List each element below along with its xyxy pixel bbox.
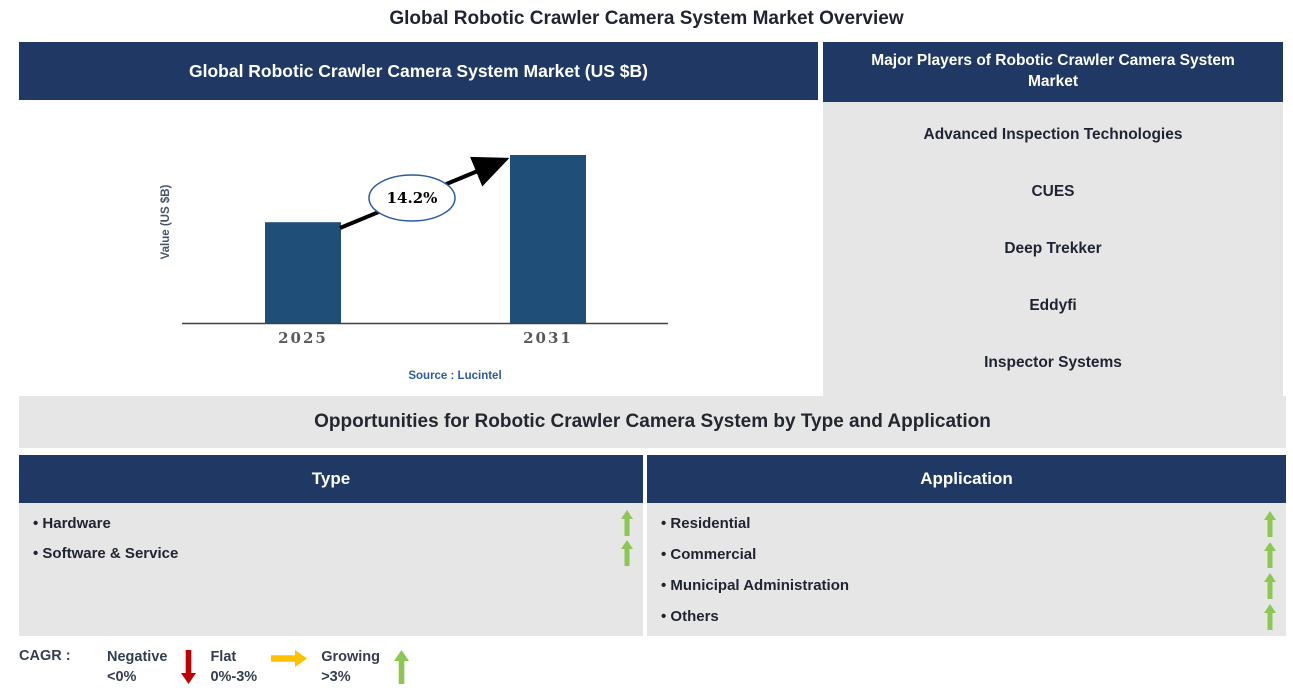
- major-players-title: Major Players of Robotic Crawler Camera …: [871, 52, 1235, 90]
- growing-up-arrow-icon: [621, 540, 633, 566]
- legend-range: >3%: [321, 668, 351, 685]
- market-panel-header: Global Robotic Crawler Camera System Mar…: [19, 42, 818, 100]
- market-size-panel: Global Robotic Crawler Camera System Mar…: [19, 42, 818, 392]
- growing-up-arrow-icon: [1264, 572, 1276, 599]
- legend-name: Negative: [107, 649, 168, 665]
- major-players-panel: Major Players of Robotic Crawler Camera …: [823, 42, 1283, 396]
- major-players-list: Advanced Inspection Technologies CUES De…: [823, 102, 1283, 396]
- growing-up-arrow-icon: [1264, 603, 1276, 630]
- cagr-ellipse: [368, 174, 456, 222]
- bar-2031: [510, 155, 586, 323]
- legend-range: 0%-3%: [210, 668, 258, 685]
- page-title: Global Robotic Crawler Camera System Mar…: [389, 8, 904, 29]
- legend-entry-flat: Flat 0%-3%: [210, 648, 257, 687]
- table-row: Commercial: [647, 539, 1286, 570]
- opportunities-title: Opportunities for Robotic Crawler Camera…: [314, 411, 991, 432]
- player-name: Deep Trekker: [1004, 239, 1102, 257]
- legend-entry-negative: Negative <0%: [107, 648, 167, 687]
- application-row-label: Commercial: [661, 546, 1264, 563]
- type-row-label: Software & Service: [33, 545, 621, 562]
- type-table-header: Type: [19, 455, 643, 503]
- application-row-label: Residential: [661, 515, 1264, 532]
- application-row-label: Municipal Administration: [661, 577, 1264, 594]
- type-table: Type Hardware Software & Service: [19, 455, 643, 636]
- application-table-header: Application: [647, 455, 1286, 503]
- player-name: Inspector Systems: [984, 354, 1122, 372]
- market-bar-chart: 14.2% 2025 2031: [182, 155, 668, 347]
- table-row: Municipal Administration: [647, 570, 1286, 601]
- legend-entry-growing: Growing >3%: [321, 648, 380, 687]
- opportunities-band: Opportunities for Robotic Crawler Camera…: [19, 396, 1286, 448]
- flat-right-arrow-icon: [271, 650, 308, 672]
- table-row: Others: [647, 601, 1286, 632]
- major-players-header: Major Players of Robotic Crawler Camera …: [823, 42, 1283, 102]
- growing-up-arrow-icon: [621, 510, 633, 536]
- player-name: Eddyfi: [1029, 297, 1077, 315]
- application-table: Application Residential Commercial Munic…: [647, 455, 1286, 636]
- bar-2025: [265, 222, 341, 323]
- cagr-value: 14.2%: [387, 189, 438, 207]
- legend-name: Flat: [210, 649, 237, 665]
- market-panel-title: Global Robotic Crawler Camera System Mar…: [188, 60, 649, 81]
- x-tick-2031: 2031: [523, 329, 573, 347]
- bar-chart-area: Value (US $B) 14.2% 2025 2031 Source : L…: [19, 100, 818, 392]
- x-tick-2025: 2025: [278, 329, 328, 347]
- growing-up-arrow-icon: [1264, 510, 1276, 537]
- application-table-title: Application: [920, 469, 1013, 488]
- growing-up-arrow-icon: [1264, 541, 1276, 568]
- application-table-body: Residential Commercial Municipal Adminis…: [647, 503, 1286, 636]
- cagr-legend: CAGR : Negative <0% Flat 0%-3% Growing >…: [19, 648, 423, 689]
- legend-name: Growing: [321, 649, 381, 665]
- type-table-body: Hardware Software & Service: [19, 503, 643, 636]
- player-name: CUES: [1031, 182, 1075, 200]
- growing-up-arrow-icon: [394, 650, 410, 689]
- type-row-label: Hardware: [33, 515, 621, 532]
- player-name: Advanced Inspection Technologies: [923, 125, 1183, 143]
- table-row: Hardware: [19, 508, 643, 538]
- source-note: Source : Lucintel: [408, 370, 502, 382]
- legend-range: <0%: [107, 668, 137, 685]
- application-row-label: Others: [661, 608, 1264, 625]
- bar-series: [265, 155, 586, 323]
- negative-down-arrow-icon: [181, 650, 197, 689]
- cagr-legend-label: CAGR :: [19, 648, 71, 664]
- table-row: Software & Service: [19, 538, 643, 568]
- type-table-title: Type: [311, 469, 351, 488]
- table-row: Residential: [647, 508, 1286, 539]
